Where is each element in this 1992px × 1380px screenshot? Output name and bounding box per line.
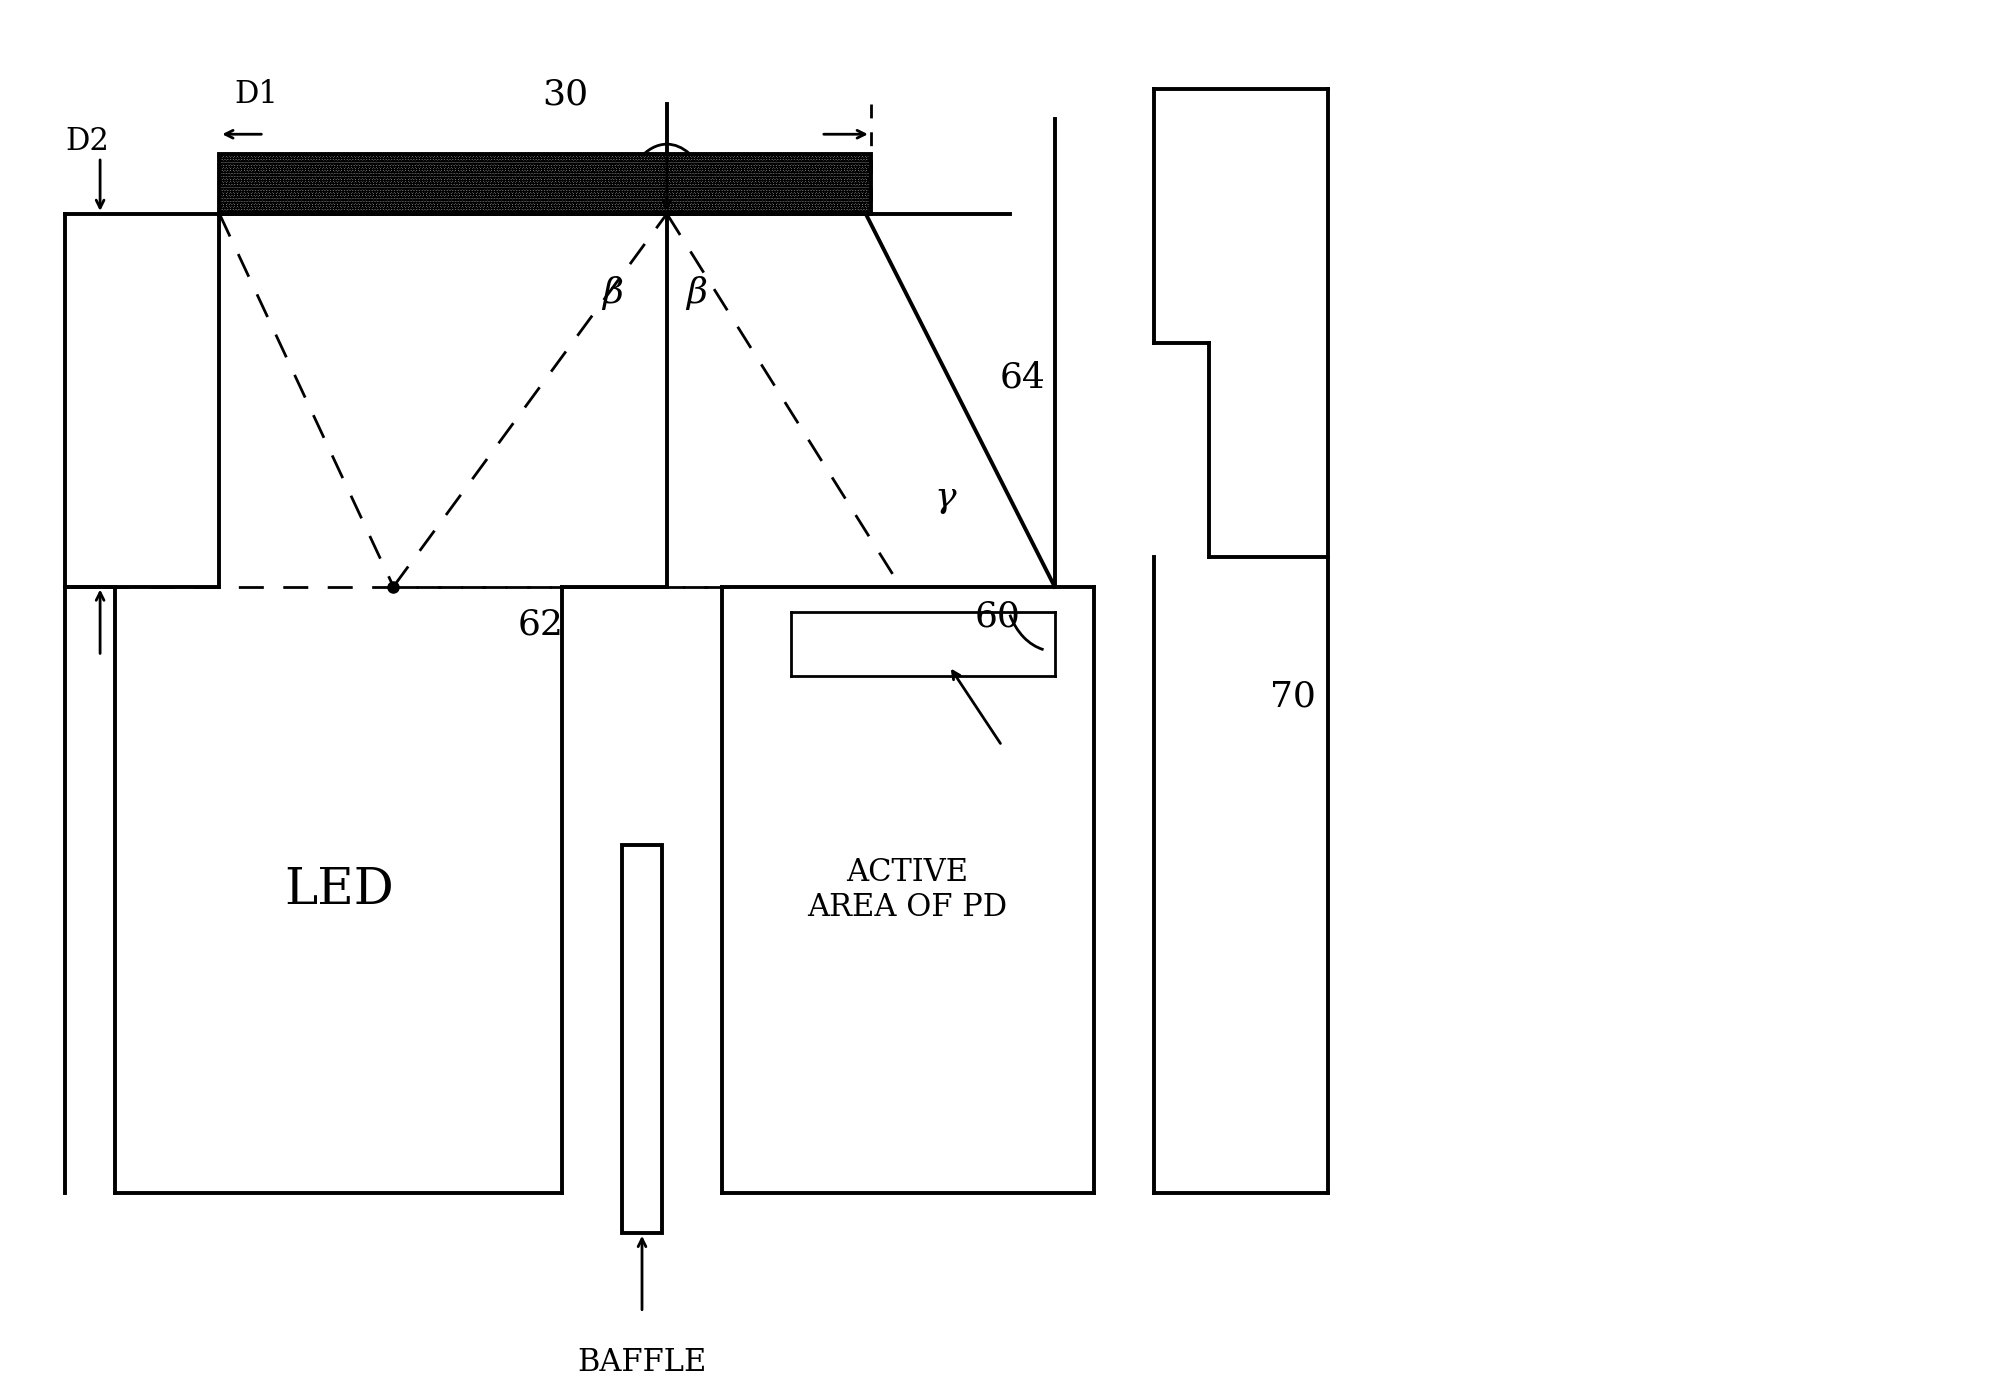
Text: 62: 62	[518, 607, 564, 642]
Text: 70: 70	[1271, 679, 1317, 713]
Bar	[219, 155, 871, 214]
Text: BAFFLE: BAFFLE	[578, 1347, 707, 1377]
Text: LED: LED	[285, 865, 394, 915]
Text: D1: D1	[235, 79, 279, 110]
Bar	[622, 845, 661, 1232]
Text: D2: D2	[66, 126, 110, 157]
Text: β: β	[602, 276, 623, 310]
Text: 30: 30	[542, 77, 590, 112]
Text: 64: 64	[1000, 360, 1046, 395]
Text: β: β	[687, 276, 707, 310]
Text: 60: 60	[976, 599, 1022, 633]
Text: γ: γ	[934, 480, 956, 515]
Text: ACTIVE
AREA OF PD: ACTIVE AREA OF PD	[807, 857, 1008, 923]
